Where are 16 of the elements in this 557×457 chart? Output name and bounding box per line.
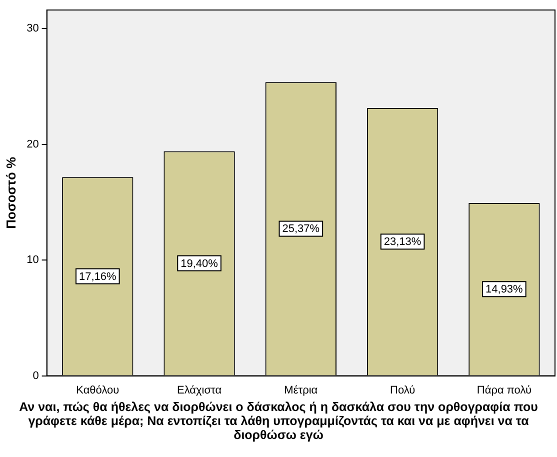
x-tick-label: Πολύ: [390, 384, 416, 396]
data-label: 23,13%: [384, 236, 422, 248]
data-label: 14,93%: [486, 284, 524, 296]
x-tick-label: Καθόλου: [76, 384, 120, 396]
x-axis-title: Αν ναι, πώς θα ήθελες να διορθώνει ο δάσκαλος ή η δασκάλα σου την ορθογραφία που γράφετε κάθε μέρα; Να εντοπίζει τα λάθη υπογραμμίζοντάς τα και να με αφήνει να τα διορθώσω εγώ: [18, 400, 539, 442]
data-label: 19,40%: [180, 258, 218, 270]
y-tick-label: 20: [26, 138, 39, 150]
data-label: 17,16%: [78, 270, 117, 283]
x-tick-label: Ελάχιστα: [176, 384, 222, 396]
y-axis-title: Ποσοστό %: [3, 156, 18, 229]
x-tick-label: Μέτρια: [284, 384, 318, 396]
data-label: 25,37%: [282, 223, 320, 236]
y-tick-label: 30: [26, 22, 39, 35]
y-tick-label: 10: [26, 254, 39, 266]
y-tick-label: 0: [32, 370, 39, 382]
x-tick-label: Πάρα πολύ: [476, 384, 532, 396]
